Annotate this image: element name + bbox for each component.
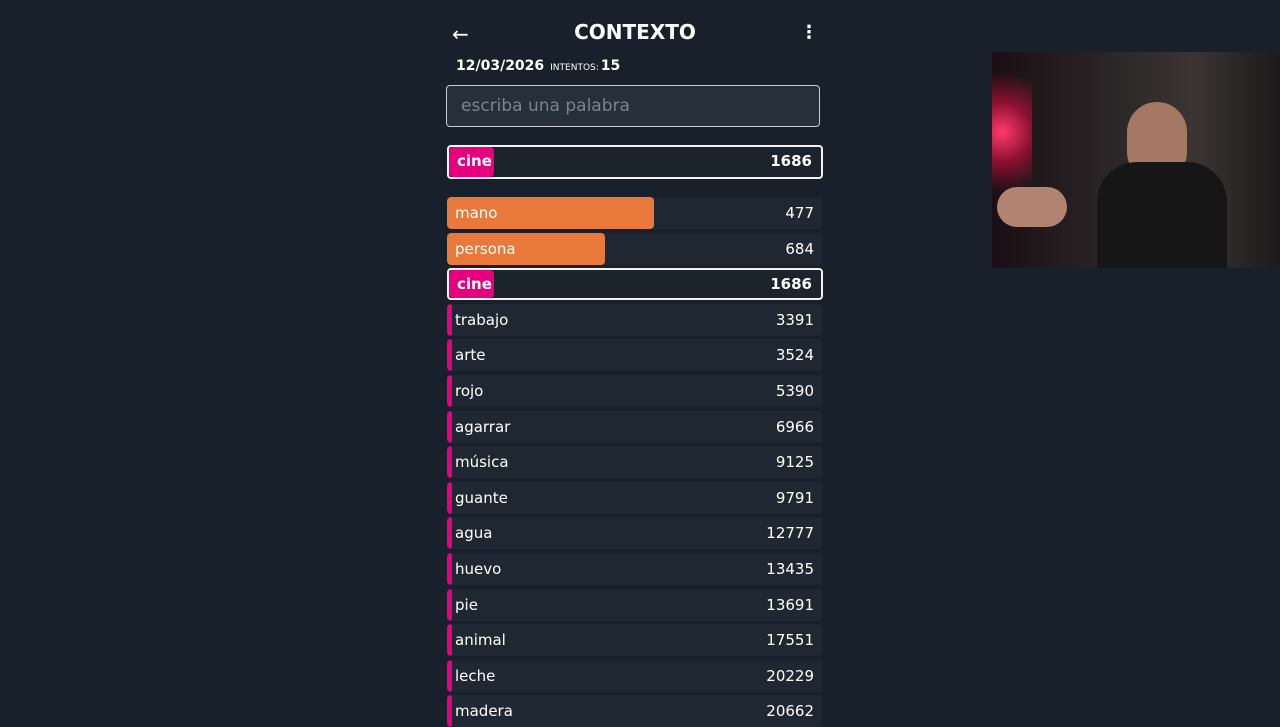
guess-rank: 20229 (766, 666, 814, 685)
guess-proximity-bar (447, 553, 452, 585)
game-date: 12/03/2026 (456, 58, 545, 74)
guess-proximity-bar (447, 624, 452, 657)
guess-proximity-bar (447, 659, 452, 692)
guess-rank: 17551 (766, 631, 814, 650)
guess-rank: 1686 (770, 275, 812, 294)
guess-word: arte (455, 346, 486, 365)
guess-word: cine (457, 275, 492, 294)
guess-rank: 9125 (775, 453, 814, 472)
guess-row: trabajo 3391 (447, 303, 823, 336)
guess-word: animal (455, 631, 506, 650)
more-vertical-icon[interactable]: ⋮ (800, 22, 818, 43)
arrow-left-icon[interactable]: ← (452, 22, 469, 46)
guess-word: madera (455, 702, 513, 721)
guess-proximity-bar (447, 339, 452, 372)
guess-row: madera 20662 (447, 695, 823, 727)
guess-proximity-bar (447, 481, 452, 514)
guess-proximity-bar (447, 375, 452, 407)
guess-proximity-bar (447, 197, 654, 229)
guess-proximity-bar (447, 410, 452, 443)
guess-row: rojo 5390 (447, 375, 823, 407)
guess-proximity-bar (447, 232, 605, 265)
guess-proximity-bar (449, 270, 494, 299)
guess-proximity-bar (447, 446, 452, 479)
guess-word: guante (455, 488, 508, 507)
guess-rank: 6966 (775, 417, 814, 436)
guess-rank: 5390 (775, 382, 814, 400)
word-input-placeholder: escriba una palabra (461, 96, 630, 116)
guess-rank: 13435 (766, 560, 814, 578)
word-input[interactable]: escriba una palabra (446, 85, 820, 127)
guess-rank: 12777 (766, 524, 814, 543)
guess-row: guante 9791 (447, 481, 823, 514)
contexto-app: ← CONTEXTO ⋮ 12/03/2026 INTENTOS: 15 escri… (446, 0, 824, 727)
guess-proximity-bar (447, 695, 452, 727)
guess-rank: 684 (785, 239, 814, 258)
guess-row: cine 1686 (447, 268, 823, 301)
guess-row: pie 13691 (447, 588, 823, 621)
guess-rank: 20662 (766, 702, 814, 721)
guess-row: animal 17551 (447, 624, 823, 657)
guess-word: música (455, 453, 509, 472)
game-meta: 12/03/2026 INTENTOS: 15 (456, 58, 620, 74)
guess-row: agarrar 6966 (447, 410, 823, 443)
guess-word: rojo (455, 382, 484, 400)
guess-word: persona (455, 239, 516, 258)
guess-word: agarrar (455, 417, 511, 436)
guess-word: huevo (455, 560, 502, 578)
guess-row: arte 3524 (447, 339, 823, 372)
guess-proximity-bar (447, 303, 452, 336)
guess-word: pie (455, 595, 478, 614)
last-guess-rank: 1686 (770, 152, 812, 170)
guess-row: música 9125 (447, 446, 823, 479)
guess-proximity-bar (447, 517, 452, 550)
guess-word: trabajo (455, 310, 509, 329)
attempts-count: 15 (600, 58, 621, 74)
guess-rank: 3524 (775, 346, 814, 365)
attempts-label: INTENTOS: (550, 63, 599, 73)
guess-word: agua (455, 524, 493, 543)
last-guess-word: cine (457, 152, 492, 170)
guess-proximity-bar (447, 588, 452, 621)
guess-word: mano (455, 204, 498, 222)
guess-row: agua 12777 (447, 517, 823, 550)
guess-rank: 3391 (775, 310, 814, 329)
guess-row: leche 20229 (447, 659, 823, 692)
guess-rank: 9791 (775, 488, 814, 507)
guess-row: huevo 13435 (447, 553, 823, 585)
guess-row: persona 684 (447, 232, 823, 265)
guess-row: mano 477 (447, 197, 823, 229)
guess-rank: 13691 (766, 595, 814, 614)
guess-rank: 477 (785, 204, 814, 222)
header: ← CONTEXTO ⋮ 12/03/2026 INTENTOS: 15 (446, 0, 824, 74)
webcam-overlay (992, 52, 1280, 268)
last-guess-row: cine 1686 (447, 145, 823, 179)
page-title: CONTEXTO (574, 20, 696, 44)
guess-word: leche (455, 666, 496, 685)
last-guess-fill (449, 147, 494, 177)
